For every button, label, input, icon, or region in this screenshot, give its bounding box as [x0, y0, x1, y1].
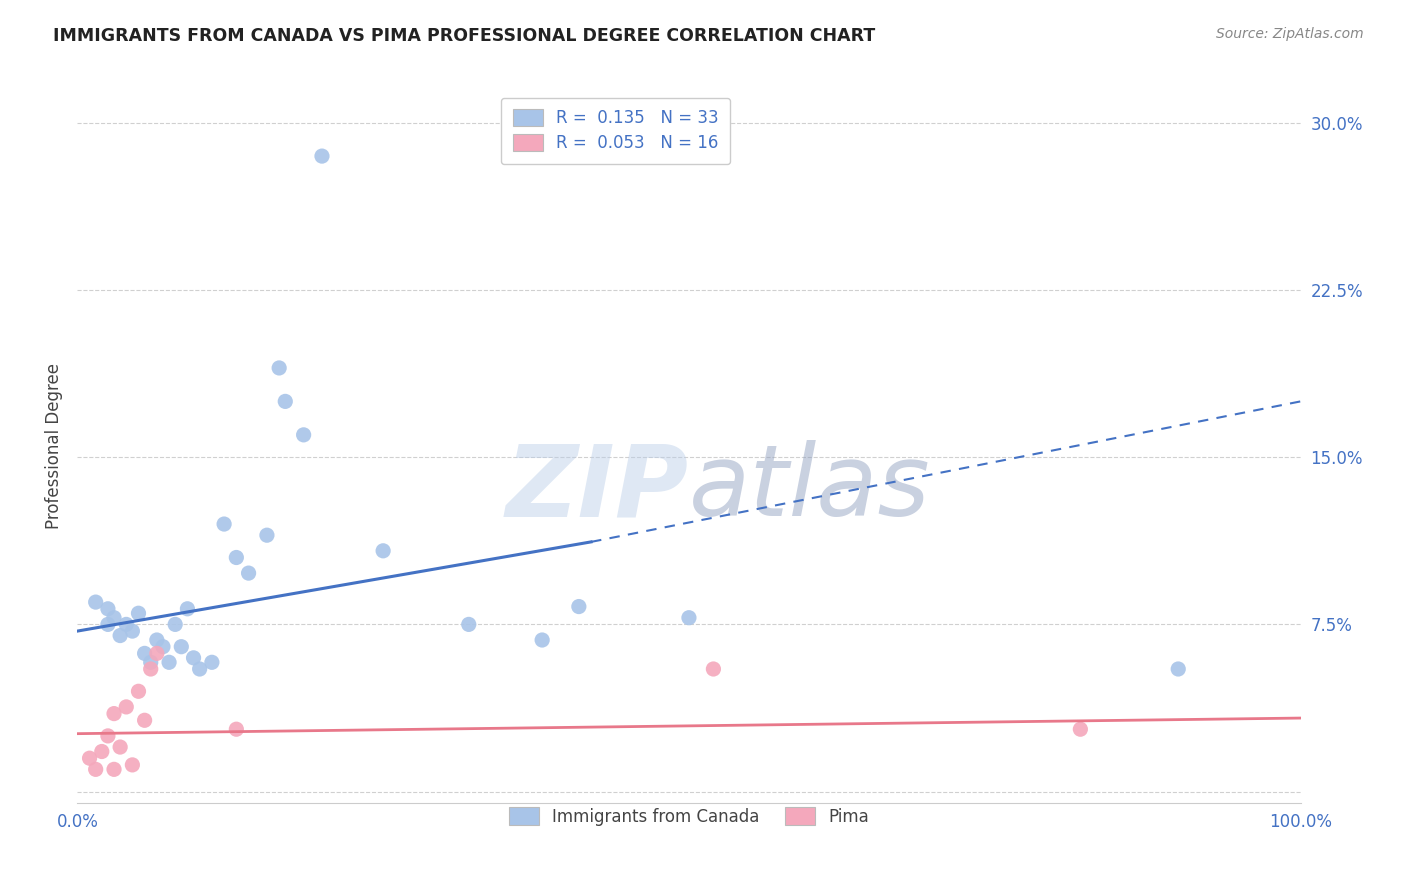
Point [127, 607, 149, 621]
Point [108, 628, 131, 642]
Point [139, 662, 162, 676]
Point [183, 651, 205, 665]
Point [134, 646, 156, 660]
Point [121, 758, 143, 772]
Point [274, 394, 297, 409]
Point [371, 543, 394, 558]
Point [121, 624, 143, 639]
Point [269, 360, 291, 375]
Legend: Immigrants from Canada, Pima: Immigrants from Canada, Pima [498, 796, 880, 838]
Point [165, 617, 187, 632]
Point [702, 662, 724, 676]
Point [225, 550, 247, 565]
Point [212, 517, 235, 532]
Point [152, 640, 174, 654]
Point [531, 633, 554, 648]
Point [134, 714, 156, 728]
Point [84, 595, 107, 609]
Point [115, 699, 138, 714]
Point [176, 601, 198, 615]
Text: atlas: atlas [689, 441, 931, 537]
Point [311, 149, 333, 163]
Point [97, 601, 120, 615]
Text: ZIP: ZIP [506, 441, 689, 537]
Point [84, 762, 107, 776]
Y-axis label: Professional Degree: Professional Degree [45, 363, 63, 529]
Point [292, 427, 315, 442]
Text: IMMIGRANTS FROM CANADA VS PIMA PROFESSIONAL DEGREE CORRELATION CHART: IMMIGRANTS FROM CANADA VS PIMA PROFESSIO… [53, 27, 876, 45]
Point [678, 610, 700, 624]
Point [127, 684, 149, 698]
Point [201, 655, 224, 669]
Point [225, 723, 247, 737]
Point [79, 751, 101, 765]
Point [103, 706, 125, 721]
Point [103, 762, 125, 776]
Point [115, 617, 138, 632]
Point [97, 617, 120, 632]
Point [139, 655, 162, 669]
Point [157, 655, 180, 669]
Point [238, 566, 260, 580]
Point [97, 729, 120, 743]
Point [1167, 662, 1189, 676]
Point [90, 744, 112, 758]
Point [457, 617, 479, 632]
Point [103, 610, 125, 624]
Point [108, 740, 131, 755]
Point [146, 633, 169, 648]
Text: Source: ZipAtlas.com: Source: ZipAtlas.com [1216, 27, 1364, 41]
Point [170, 640, 193, 654]
Point [568, 599, 591, 614]
Point [1069, 723, 1091, 737]
Point [146, 646, 169, 660]
Point [256, 528, 278, 542]
Point [188, 662, 211, 676]
